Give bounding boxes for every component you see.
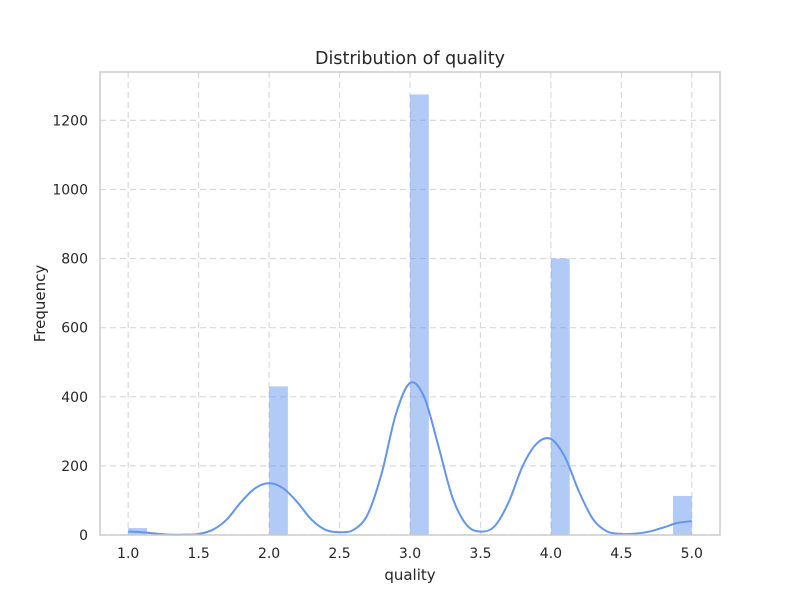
- histogram-bar: [410, 94, 429, 535]
- x-tick-labels: 1.0 1.5 2.0 2.5 3.0 3.5 4.0 4.5 5.0: [117, 546, 703, 562]
- y-tick-label: 1000: [52, 182, 88, 198]
- x-tick-label: 1.5: [188, 546, 210, 562]
- y-axis-label: Frequency: [31, 265, 49, 343]
- y-tick-label: 600: [61, 321, 88, 337]
- histogram-bar: [269, 386, 288, 535]
- y-tick-label: 200: [61, 459, 88, 475]
- histogram-bar: [673, 495, 692, 535]
- plot-frame: [99, 71, 721, 536]
- x-tick-label: 4.5: [610, 546, 632, 562]
- y-tick-label: 400: [61, 390, 88, 406]
- x-tick-label: 5.0: [681, 546, 703, 562]
- x-tick-label: 2.5: [328, 546, 350, 562]
- x-tick-label: 1.0: [117, 546, 139, 562]
- x-tick-label: 4.0: [540, 546, 562, 562]
- y-tick-label: 0: [79, 528, 88, 544]
- x-tick-label: 3.0: [399, 546, 421, 562]
- chart-title: Distribution of quality: [315, 49, 505, 69]
- histogram-bar: [550, 258, 570, 535]
- x-tick-label: 3.5: [469, 546, 491, 562]
- x-tick-label: 2.0: [258, 546, 280, 562]
- kde-curve: [128, 381, 692, 536]
- y-tick-label: 1200: [52, 113, 88, 129]
- x-axis-label: quality: [384, 566, 435, 584]
- y-tick-label: 800: [61, 252, 88, 268]
- y-tick-labels: 0 200 400 600 800 1000 1200: [52, 113, 88, 544]
